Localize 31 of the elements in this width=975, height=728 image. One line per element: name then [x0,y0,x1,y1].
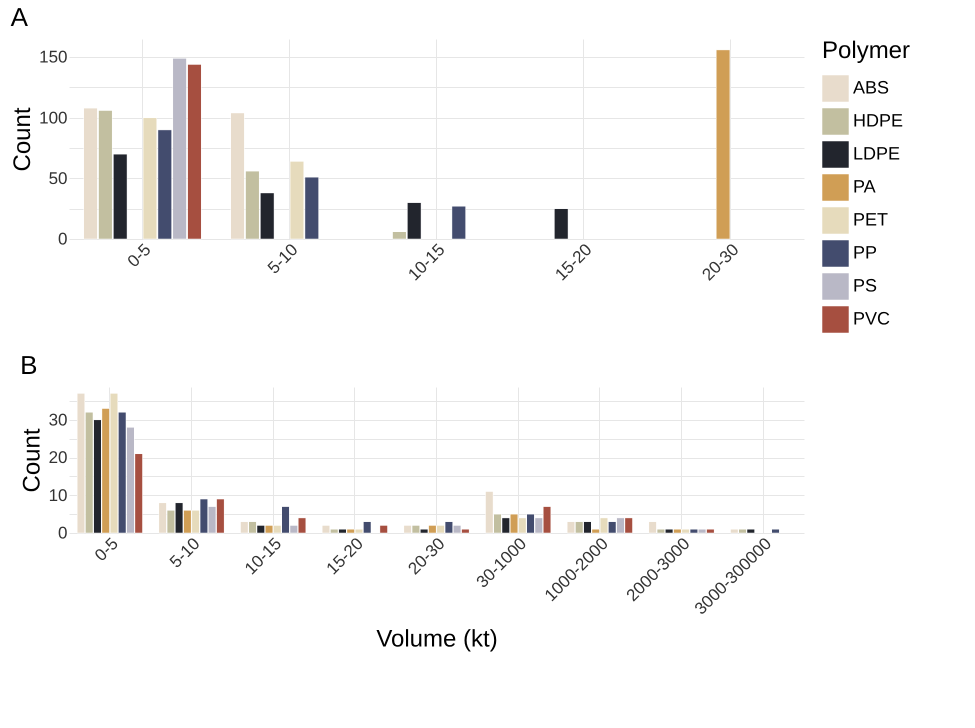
bar [554,208,568,240]
y-axis-title: Count [18,428,46,493]
legend-label: PET [853,210,888,230]
y-tick-label: 0 [58,524,68,542]
legend-title: Polymer [822,37,910,64]
y-tick-label: 100 [39,108,68,128]
bar [452,206,466,240]
chart-title: B [20,350,38,380]
legend-label: PP [853,242,878,262]
legend-label: ABS [853,78,890,98]
legend-label: PVC [853,308,890,328]
y-tick-label: 10 [48,486,68,505]
y-axis-title: Count [9,107,36,172]
y-tick-label: 30 [48,410,68,430]
x-tick-label: 0-5 [91,534,122,565]
x-axis-title: Volume (kt) [376,626,498,653]
bar [380,525,388,534]
y-tick-label: 20 [48,448,68,468]
y-tick-label: 150 [39,48,68,67]
legend-label: LDPE [853,144,900,164]
bar [771,528,780,534]
x-tick-label: 0-5 [124,240,155,271]
y-tick-label: 50 [48,168,68,188]
bar [716,50,730,240]
legend-label: HDPE [853,110,904,130]
x-tick-label: 5-10 [166,534,204,572]
y-tick-label: 0 [58,230,68,248]
x-tick-label: 5-10 [264,240,302,278]
legend-label: PA [853,176,876,196]
chart-title: A [10,2,29,32]
legend-label: PS [853,276,878,296]
